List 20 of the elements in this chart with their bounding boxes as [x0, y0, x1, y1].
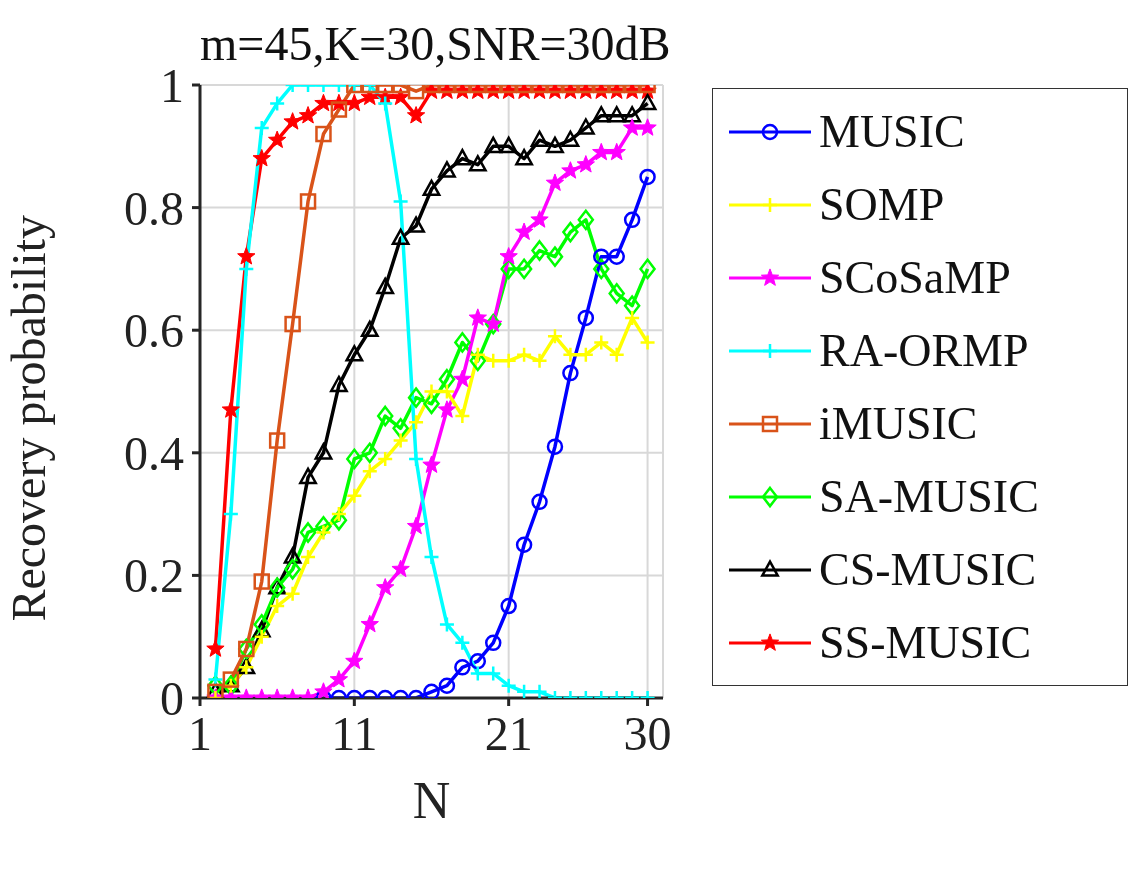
- x-tick-label: 21: [484, 707, 533, 761]
- y-tick-label: 1: [160, 59, 184, 113]
- legend-label: SCoSaMP: [819, 251, 1011, 304]
- legend-label: RA-ORMP: [819, 324, 1029, 377]
- legend-label: MUSIC: [819, 105, 965, 158]
- y-tick-label: 0.2: [124, 549, 184, 603]
- legend-label: CS-MUSIC: [819, 543, 1037, 596]
- legend-label: SA-MUSIC: [819, 470, 1039, 523]
- legend-label: SS-MUSIC: [819, 616, 1032, 669]
- x-tick-label: 11: [331, 707, 378, 761]
- x-tick-label: 30: [623, 707, 672, 761]
- y-tick-label: 0.8: [124, 181, 184, 235]
- y-tick-label: 0: [160, 672, 184, 726]
- y-tick-label: 0.4: [124, 426, 184, 480]
- legend-label: iMUSIC: [819, 397, 978, 450]
- chart-title: m=45,K=30,SNR=30dB: [200, 17, 671, 70]
- legend-label: SOMP: [819, 178, 945, 231]
- y-axis-title: Recovery probability: [2, 214, 56, 622]
- y-tick-label: 0.6: [124, 304, 184, 358]
- x-axis-title: N: [412, 772, 451, 829]
